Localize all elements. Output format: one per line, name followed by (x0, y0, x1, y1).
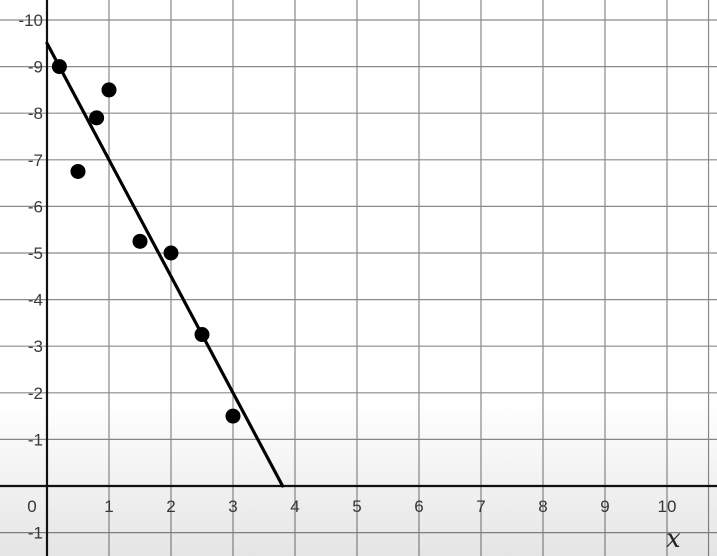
data-point (194, 327, 210, 343)
x-tick-label: 8 (538, 497, 547, 516)
y-tick-label: -7 (28, 151, 43, 170)
y-tick-label: -5 (28, 244, 43, 263)
data-points (51, 59, 241, 424)
data-point (225, 408, 241, 424)
y-tick-label: -10 (18, 11, 43, 30)
data-point (51, 59, 67, 75)
x-tick-labels: 0 1 2 3 4 5 6 7 8 9 10 (27, 497, 676, 516)
data-point (70, 163, 86, 179)
x-tick-label: 9 (600, 497, 609, 516)
data-point (89, 110, 105, 126)
x-tick-label: 0 (27, 497, 36, 516)
x-tick-label: 2 (166, 497, 175, 516)
x-tick-label: 10 (658, 497, 677, 516)
x-tick-label: 7 (476, 497, 485, 516)
data-point (101, 82, 117, 98)
y-tick-label: -1 (28, 524, 43, 543)
x-tick-label: 1 (104, 497, 113, 516)
data-point (132, 233, 148, 249)
y-tick-label: -4 (28, 291, 43, 310)
y-tick-label: -3 (28, 337, 43, 356)
y-tick-label: -6 (28, 197, 43, 216)
y-tick-labels: -1 -1 -2 -3 -4 -5 -6 -7 -8 -9 -10 (18, 11, 43, 543)
y-tick-label: -1 (28, 430, 43, 449)
x-axis-label: x (666, 524, 681, 554)
data-point (163, 245, 179, 261)
y-tick-label: -8 (28, 104, 43, 123)
trend-line-group (45, 41, 285, 488)
y-tick-label: -9 (28, 58, 43, 77)
trend-line (45, 41, 285, 488)
x-tick-label: 4 (290, 497, 299, 516)
x-tick-label: 6 (414, 497, 423, 516)
x-tick-label: 5 (352, 497, 361, 516)
y-tick-label: -2 (28, 384, 43, 403)
x-tick-label: 3 (228, 497, 237, 516)
